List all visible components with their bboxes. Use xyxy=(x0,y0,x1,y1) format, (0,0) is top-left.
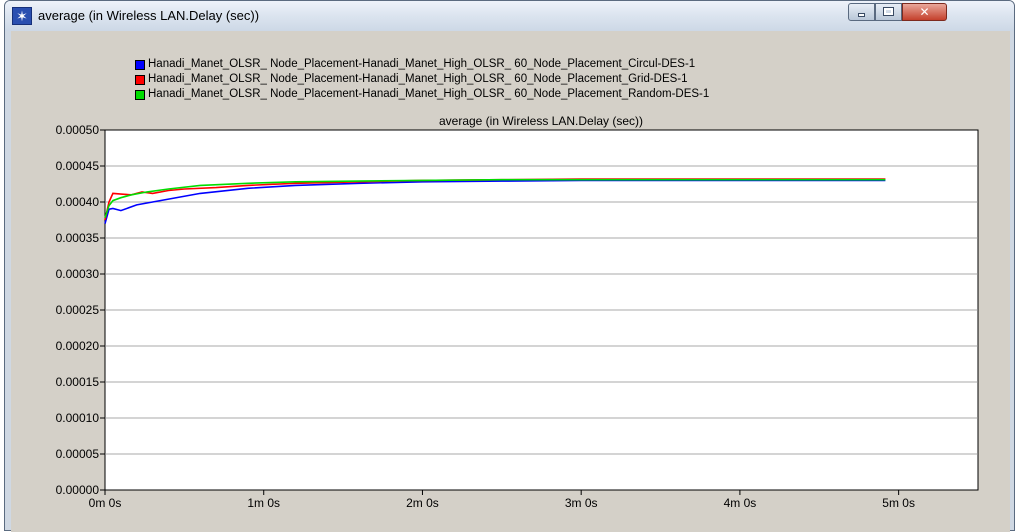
x-tick-label: 4m 0s xyxy=(724,496,757,510)
y-tick-label: 0.00030 xyxy=(56,267,100,281)
gridlines xyxy=(105,165,978,455)
title-bar[interactable]: ✶ average (in Wireless LAN.Delay (sec)) … xyxy=(5,1,1014,31)
legend-swatch xyxy=(135,60,145,70)
chart-window: ✶ average (in Wireless LAN.Delay (sec)) … xyxy=(4,0,1015,532)
y-tick-label: 0.00000 xyxy=(56,483,100,497)
x-tick-label: 1m 0s xyxy=(247,496,280,510)
line-chart: 0.00000 0.00005 0.00010 0.00015 0.00020 0.000… xyxy=(56,114,979,510)
legend-swatch xyxy=(135,75,145,85)
maximize-button[interactable] xyxy=(875,3,902,21)
y-tick-label: 0.00035 xyxy=(56,231,100,245)
series-lines xyxy=(104,178,886,224)
y-tick-label: 0.00010 xyxy=(56,411,100,425)
x-tick-label: 3m 0s xyxy=(565,496,598,510)
star-icon: ✶ xyxy=(12,7,32,25)
chart-area: Hanadi_Manet_OLSR_ Node_Placement-Hanadi… xyxy=(11,31,1010,532)
close-button[interactable]: ✕ xyxy=(902,3,947,21)
y-tick-label: 0.00045 xyxy=(56,159,100,173)
y-tick-label: 0.00025 xyxy=(56,303,100,317)
series-line-2 xyxy=(104,178,886,219)
y-tick-label: 0.00020 xyxy=(56,339,100,353)
x-tick-label: 2m 0s xyxy=(406,496,439,510)
x-tick-label: 5m 0s xyxy=(882,496,915,510)
window-title: average (in Wireless LAN.Delay (sec)) xyxy=(38,8,260,23)
axis-ticks: 0.00000 0.00005 0.00010 0.00015 0.00020 0.000… xyxy=(56,123,915,510)
maximize-icon xyxy=(883,7,894,16)
minimize-icon xyxy=(858,13,865,17)
legend-label: Hanadi_Manet_OLSR_ Node_Placement-Hanadi… xyxy=(148,88,710,100)
legend-swatch xyxy=(135,90,145,100)
y-tick-label: 0.00040 xyxy=(56,195,100,209)
y-tick-label: 0.00015 xyxy=(56,375,100,389)
y-tick-label: 0.00050 xyxy=(56,123,100,137)
close-icon: ✕ xyxy=(919,5,930,19)
legend-label: Hanadi_Manet_OLSR_ Node_Placement-Hanadi… xyxy=(148,58,696,70)
x-tick-label: 0m 0s xyxy=(89,496,122,510)
chart-title: average (in Wireless LAN.Delay (sec)) xyxy=(439,114,643,128)
legend-label: Hanadi_Manet_OLSR_ Node_Placement-Hanadi… xyxy=(148,73,688,85)
minimize-button[interactable] xyxy=(848,3,875,21)
y-tick-label: 0.00005 xyxy=(56,447,100,461)
